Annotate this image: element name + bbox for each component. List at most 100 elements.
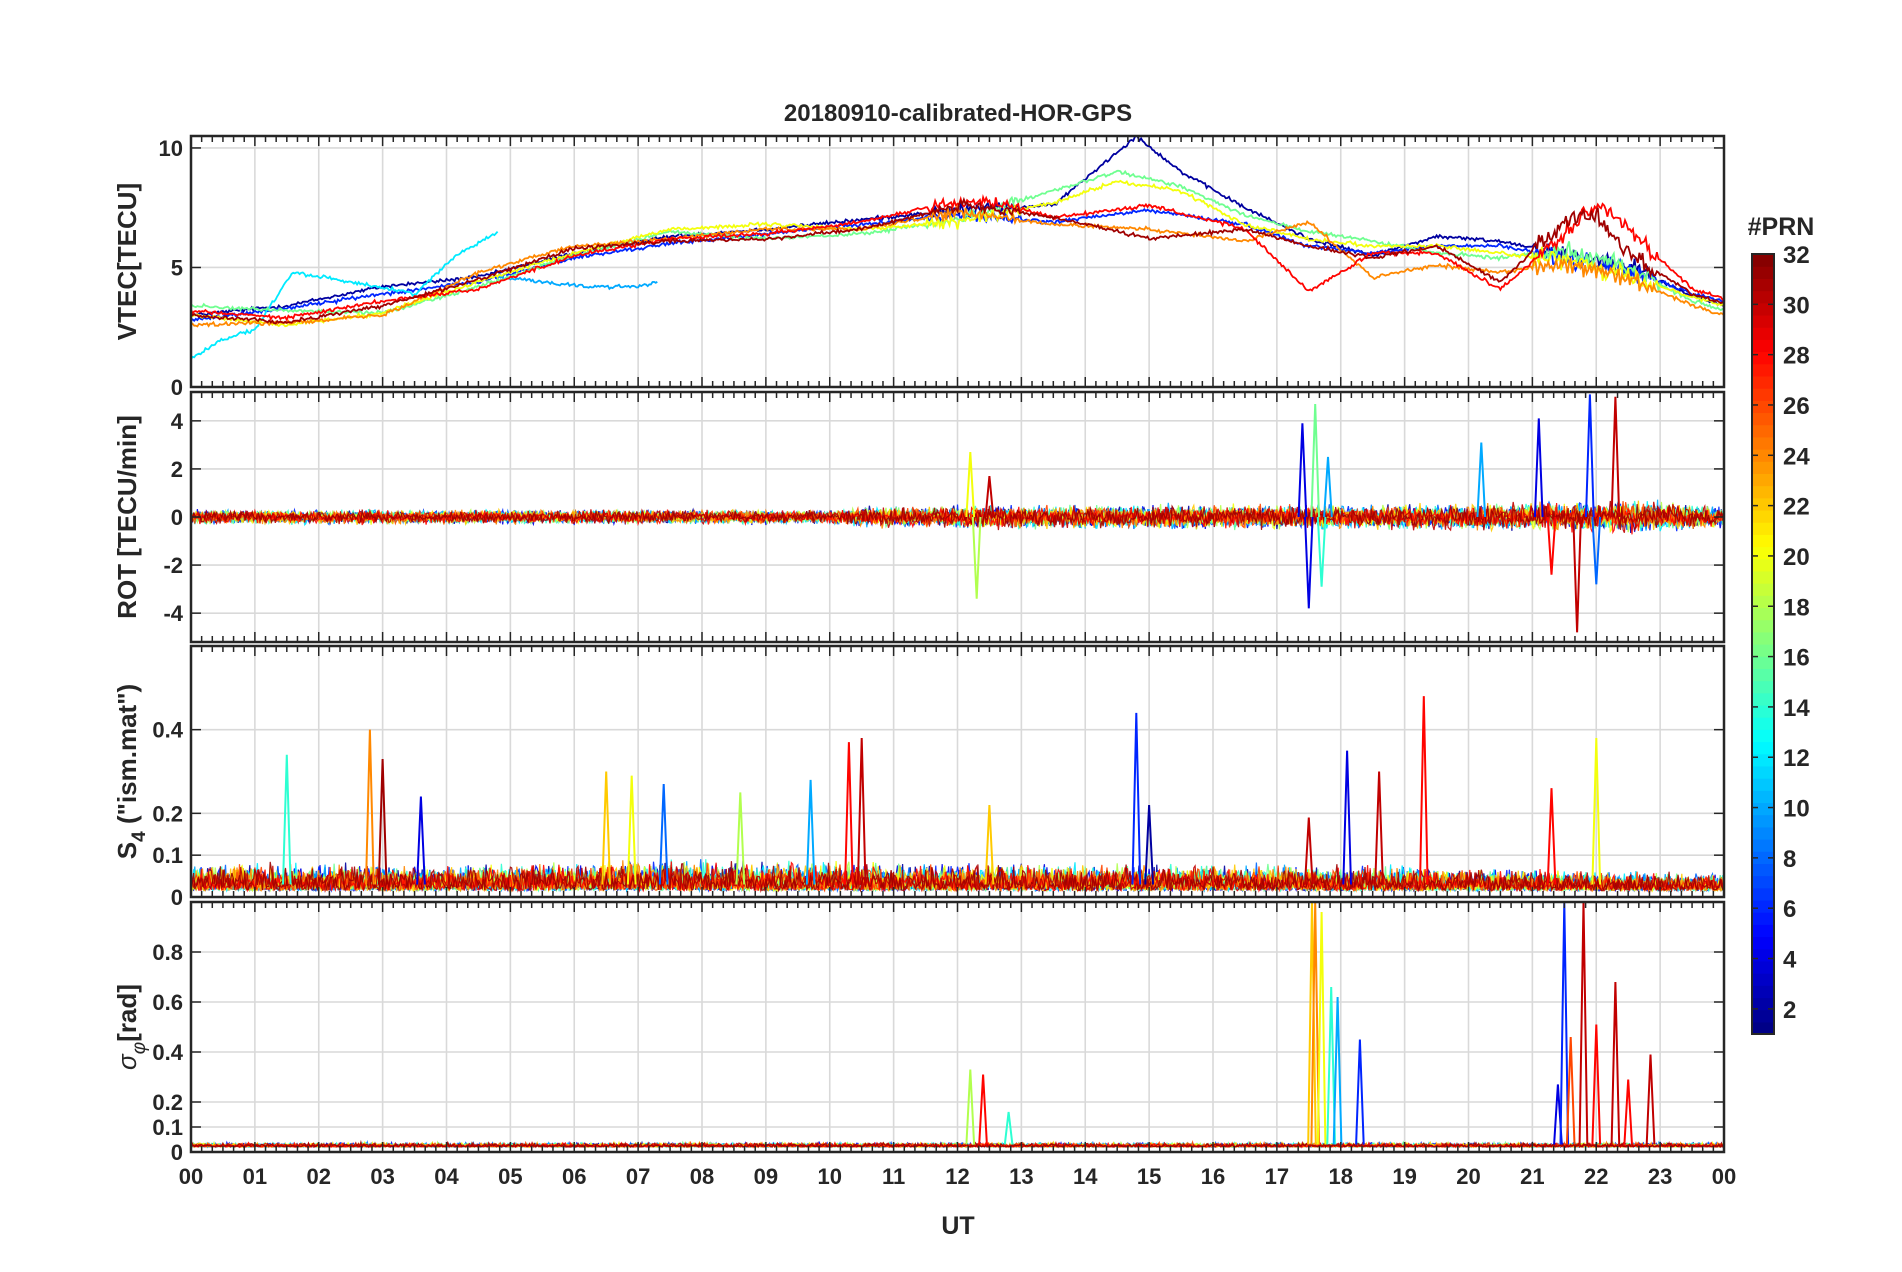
colorbar-segment <box>1752 509 1774 523</box>
panel-s4-ylabel: S4 ("ism.mat") <box>112 684 150 859</box>
panel-s4-ticks <box>190 646 1725 898</box>
panel-vtec-ylabel: VTEC[TECU] <box>112 183 142 340</box>
rot-spike <box>1310 403 1320 518</box>
chart-title: 20180910-calibrated-HOR-GPS <box>784 100 1132 127</box>
vtec-series-prn-31 <box>191 196 1724 325</box>
colorbar-segment <box>1752 595 1774 609</box>
colorbar-segment <box>1752 631 1774 645</box>
colorbar-tick-label: 6 <box>1783 896 1796 923</box>
colorbar-segment <box>1752 948 1774 962</box>
colorbar-tick-label: 14 <box>1783 695 1810 722</box>
y-tick-label: -4 <box>163 601 183 626</box>
x-tick-label: 09 <box>754 1164 778 1189</box>
colorbar-segment <box>1752 314 1774 328</box>
colorbar-segment <box>1752 570 1774 584</box>
colorbar-segment <box>1752 534 1774 548</box>
colorbar-segment <box>1752 790 1774 804</box>
sigma_phi-spike <box>1003 1111 1014 1145</box>
x-axis-label: UT <box>941 1212 974 1240</box>
sigma_phi-spike <box>1310 902 1320 1145</box>
s4-spike <box>1591 737 1602 885</box>
colorbar-tick-label: 28 <box>1783 343 1810 370</box>
rot-spike <box>1591 516 1602 585</box>
x-tick-label: 18 <box>1329 1164 1353 1189</box>
y-tick-label: 0.2 <box>152 1090 183 1115</box>
panel-vtec-grid <box>190 136 1725 388</box>
s4-spike <box>844 742 854 885</box>
s4-spike <box>1342 750 1352 885</box>
s4-spike <box>416 796 426 885</box>
colorbar-tick-label: 30 <box>1783 292 1810 319</box>
sigma_phi-spike <box>965 1069 976 1145</box>
colorbar-segment <box>1752 254 1774 267</box>
colorbar-segment <box>1752 997 1774 1011</box>
rot-spike <box>1476 442 1487 518</box>
sigma_phi-spike <box>1332 996 1343 1145</box>
x-tick-label: 00 <box>179 1164 203 1189</box>
y-tick-label: 0.2 <box>152 801 183 826</box>
s4-spike <box>658 783 669 885</box>
colorbar-segment <box>1752 973 1774 986</box>
colorbar-segment <box>1752 400 1774 414</box>
colorbar-segment <box>1752 461 1774 474</box>
colorbar-tick-label: 32 <box>1783 242 1810 269</box>
s4-spike <box>735 792 746 885</box>
sigma_phi-spike <box>1326 986 1336 1145</box>
s4-spike <box>1304 817 1314 885</box>
colorbar-segment <box>1752 266 1774 279</box>
s4-spike <box>984 804 995 885</box>
colorbar-segment <box>1752 558 1774 572</box>
colorbar-frame <box>1751 253 1775 1035</box>
colorbar-segment <box>1752 619 1774 633</box>
x-tick-label: 14 <box>1073 1164 1098 1189</box>
colorbar-segment <box>1752 863 1774 877</box>
rot-spike <box>1546 516 1557 575</box>
colorbar-segment <box>1752 704 1774 718</box>
x-tick-label: 03 <box>370 1164 394 1189</box>
colorbar-segment <box>1752 680 1774 694</box>
sigma_phi-spike <box>1578 902 1589 1145</box>
sigma_phi-spike <box>1591 1024 1602 1145</box>
rot-spike <box>1533 418 1544 518</box>
sigma_phi-spike <box>1565 1036 1576 1145</box>
colorbar-tick-label: 16 <box>1783 645 1810 672</box>
colorbar-segment <box>1752 546 1774 560</box>
panel-rot-data <box>191 394 1724 633</box>
colorbar-segment <box>1752 449 1774 462</box>
colorbar-segment <box>1752 473 1774 487</box>
colorbar-segment <box>1752 1009 1774 1023</box>
vtec-series-prn-24 <box>191 201 1724 328</box>
colorbar-segment <box>1752 607 1774 621</box>
colorbar-segment <box>1752 583 1774 596</box>
rot-series-prn-30 <box>191 501 1724 533</box>
s4-spike <box>626 775 637 885</box>
colorbar-tick-label: 12 <box>1783 745 1810 772</box>
s4-spike <box>856 737 867 885</box>
colorbar-title: #PRN <box>1748 213 1815 241</box>
colorbar-segment <box>1752 851 1774 864</box>
x-tick-label: 21 <box>1520 1164 1544 1189</box>
vtec-series-prn-12 <box>191 231 499 360</box>
colorbar-tick-label: 20 <box>1783 544 1810 571</box>
colorbar-segment <box>1752 375 1774 389</box>
colorbar-tick-label: 18 <box>1783 594 1810 621</box>
y-tick-label: 2 <box>171 457 183 482</box>
x-tick-label: 04 <box>434 1164 459 1189</box>
s4-spike <box>805 779 816 885</box>
colorbar-segment <box>1752 644 1774 657</box>
y-tick-label: 0.1 <box>152 1115 183 1140</box>
colorbar-segment <box>1752 351 1774 365</box>
s4-spike <box>1374 771 1384 885</box>
s4-spike <box>601 771 611 885</box>
colorbar-segment <box>1752 778 1774 791</box>
x-tick-label: 20 <box>1456 1164 1480 1189</box>
y-tick-label: 0.8 <box>152 940 183 965</box>
colorbar-segment <box>1752 717 1774 730</box>
colorbar-segment <box>1752 802 1774 816</box>
colorbar-segment <box>1752 936 1774 950</box>
x-tick-label: 05 <box>498 1164 522 1189</box>
x-tick-label: 00 <box>1712 1164 1736 1189</box>
sigma_phi-spike <box>1645 1054 1656 1145</box>
colorbar-tick-label: 26 <box>1783 393 1810 420</box>
colorbar-segment <box>1752 875 1774 889</box>
